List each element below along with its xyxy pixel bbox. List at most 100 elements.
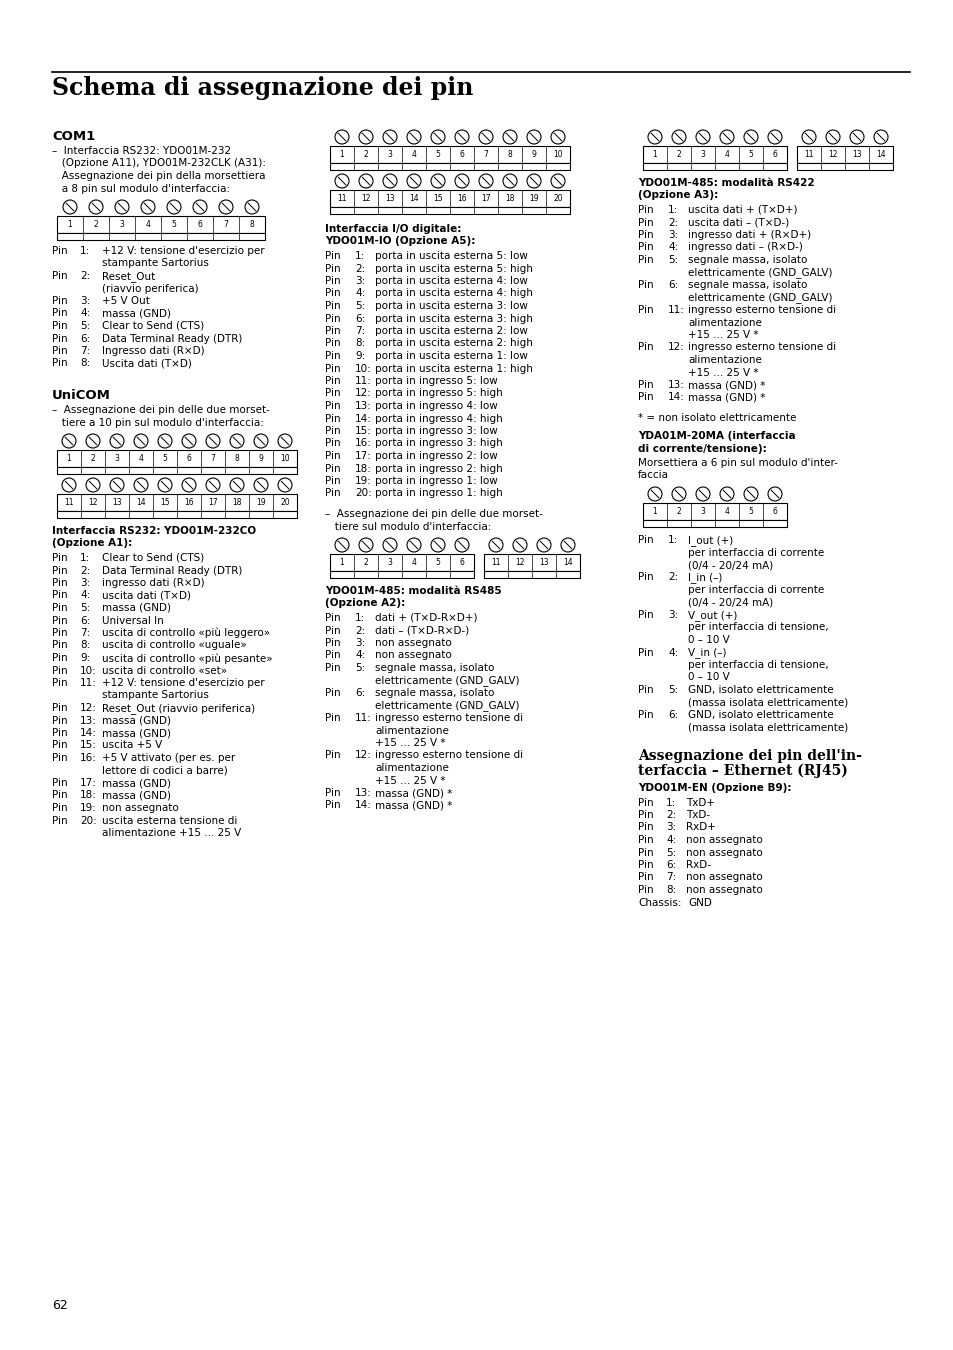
Circle shape xyxy=(277,433,292,448)
Text: Pin: Pin xyxy=(325,625,340,636)
Text: (riavvio periferica): (riavvio periferica) xyxy=(102,284,198,293)
Text: non assegnato: non assegnato xyxy=(685,848,762,857)
Text: I_out (+): I_out (+) xyxy=(687,535,733,545)
Circle shape xyxy=(110,478,124,491)
Circle shape xyxy=(767,487,781,501)
Circle shape xyxy=(849,130,863,144)
Text: 12: 12 xyxy=(361,194,371,202)
Text: 18:: 18: xyxy=(80,791,97,801)
Circle shape xyxy=(230,433,244,448)
Text: porta in ingresso 2: high: porta in ingresso 2: high xyxy=(375,463,502,474)
Text: non assegnato: non assegnato xyxy=(102,803,178,813)
Text: Pin: Pin xyxy=(638,610,653,620)
Text: +15 ... 25 V *: +15 ... 25 V * xyxy=(375,738,445,748)
Text: Pin: Pin xyxy=(52,616,68,625)
Text: Pin: Pin xyxy=(638,572,653,582)
Text: 12: 12 xyxy=(89,498,97,508)
Bar xyxy=(330,554,474,571)
Text: Pin: Pin xyxy=(52,791,68,801)
Text: 13: 13 xyxy=(851,150,861,159)
Text: Assegnazione dei pin dell'in-: Assegnazione dei pin dell'in- xyxy=(638,749,861,763)
Text: uscita di controllo «uguale»: uscita di controllo «uguale» xyxy=(102,640,247,651)
Text: 7: 7 xyxy=(223,220,228,230)
Text: 10:: 10: xyxy=(355,363,372,374)
Text: massa (GND): massa (GND) xyxy=(102,309,171,319)
Text: (massa isolata elettricamente): (massa isolata elettricamente) xyxy=(687,722,847,733)
Text: 18: 18 xyxy=(232,498,241,508)
Text: porta in ingresso 5: high: porta in ingresso 5: high xyxy=(375,389,502,398)
Text: per interfaccia di corrente: per interfaccia di corrente xyxy=(687,585,823,595)
Text: 3: 3 xyxy=(387,558,392,567)
Text: +12 V: tensione d'esercizio per: +12 V: tensione d'esercizio per xyxy=(102,246,264,256)
Text: Reset_Out: Reset_Out xyxy=(102,271,155,282)
Text: 13: 13 xyxy=(112,498,122,508)
Text: lettore di codici a barre): lettore di codici a barre) xyxy=(102,765,228,775)
Text: 1:: 1: xyxy=(80,246,91,256)
Text: 6: 6 xyxy=(459,558,464,567)
Bar xyxy=(642,146,786,163)
Text: 2: 2 xyxy=(91,454,95,463)
Text: porta in ingresso 2: low: porta in ingresso 2: low xyxy=(375,451,497,460)
Text: Pin: Pin xyxy=(638,243,653,252)
Text: massa (GND) *: massa (GND) * xyxy=(375,788,452,798)
Text: 6:: 6: xyxy=(355,313,365,324)
Text: Pin: Pin xyxy=(638,393,653,402)
Text: Pin: Pin xyxy=(52,590,68,601)
Text: 10:: 10: xyxy=(80,666,96,675)
Text: Pin: Pin xyxy=(325,339,340,348)
Circle shape xyxy=(63,200,77,215)
Text: 2:: 2: xyxy=(80,271,91,281)
Text: per interfaccia di tensione,: per interfaccia di tensione, xyxy=(687,622,828,633)
Text: Pin: Pin xyxy=(52,653,68,663)
Text: 20:: 20: xyxy=(355,489,372,498)
Text: 6: 6 xyxy=(197,220,202,230)
Circle shape xyxy=(158,433,172,448)
Circle shape xyxy=(513,539,526,552)
Text: 11: 11 xyxy=(803,150,813,159)
Text: 2:: 2: xyxy=(667,217,678,228)
Text: –  Assegnazione dei pin delle due morset-: – Assegnazione dei pin delle due morset- xyxy=(52,405,270,414)
Text: Pin: Pin xyxy=(638,279,653,290)
Text: 1: 1 xyxy=(67,454,71,463)
Circle shape xyxy=(431,130,444,144)
Text: Pin: Pin xyxy=(52,321,68,331)
Circle shape xyxy=(720,487,733,501)
Text: 4: 4 xyxy=(411,558,416,567)
Text: 6:: 6: xyxy=(667,279,678,290)
Text: Interfaccia I/O digitale:: Interfaccia I/O digitale: xyxy=(325,224,461,234)
Text: 4: 4 xyxy=(146,220,151,230)
Text: 2:: 2: xyxy=(80,566,91,575)
Circle shape xyxy=(489,539,502,552)
Text: +5 V Out: +5 V Out xyxy=(102,296,150,306)
Text: Pin: Pin xyxy=(325,275,340,286)
Text: alimentazione: alimentazione xyxy=(375,725,449,736)
Circle shape xyxy=(253,478,268,491)
Text: 5: 5 xyxy=(436,150,440,159)
Text: porta in uscita esterna 4: low: porta in uscita esterna 4: low xyxy=(375,275,527,286)
Text: UniCOM: UniCOM xyxy=(52,389,111,402)
Text: 15:: 15: xyxy=(355,427,372,436)
Text: 11:: 11: xyxy=(80,678,97,688)
Text: 11: 11 xyxy=(337,194,346,202)
Text: 8: 8 xyxy=(250,220,254,230)
Circle shape xyxy=(335,539,349,552)
Text: segnale massa, isolato: segnale massa, isolato xyxy=(687,255,806,265)
Text: Pin: Pin xyxy=(52,803,68,813)
Text: per interfaccia di tensione,: per interfaccia di tensione, xyxy=(687,660,828,670)
Text: Pin: Pin xyxy=(325,788,340,798)
Text: a 8 pin sul modulo d'interfaccia:: a 8 pin sul modulo d'interfaccia: xyxy=(52,184,230,193)
Text: stampante Sartorius: stampante Sartorius xyxy=(102,690,209,701)
Text: Pin: Pin xyxy=(325,639,340,648)
Text: 12: 12 xyxy=(827,150,837,159)
Circle shape xyxy=(62,478,76,491)
Text: Pin: Pin xyxy=(325,301,340,310)
Bar xyxy=(57,234,265,240)
Circle shape xyxy=(206,478,220,491)
Text: Pin: Pin xyxy=(638,810,653,819)
Text: Pin: Pin xyxy=(325,251,340,261)
Circle shape xyxy=(720,130,733,144)
Text: massa (GND) *: massa (GND) * xyxy=(687,379,764,390)
Text: 4:: 4: xyxy=(667,648,678,657)
Text: Pin: Pin xyxy=(638,822,653,833)
Text: non assegnato: non assegnato xyxy=(685,836,762,845)
